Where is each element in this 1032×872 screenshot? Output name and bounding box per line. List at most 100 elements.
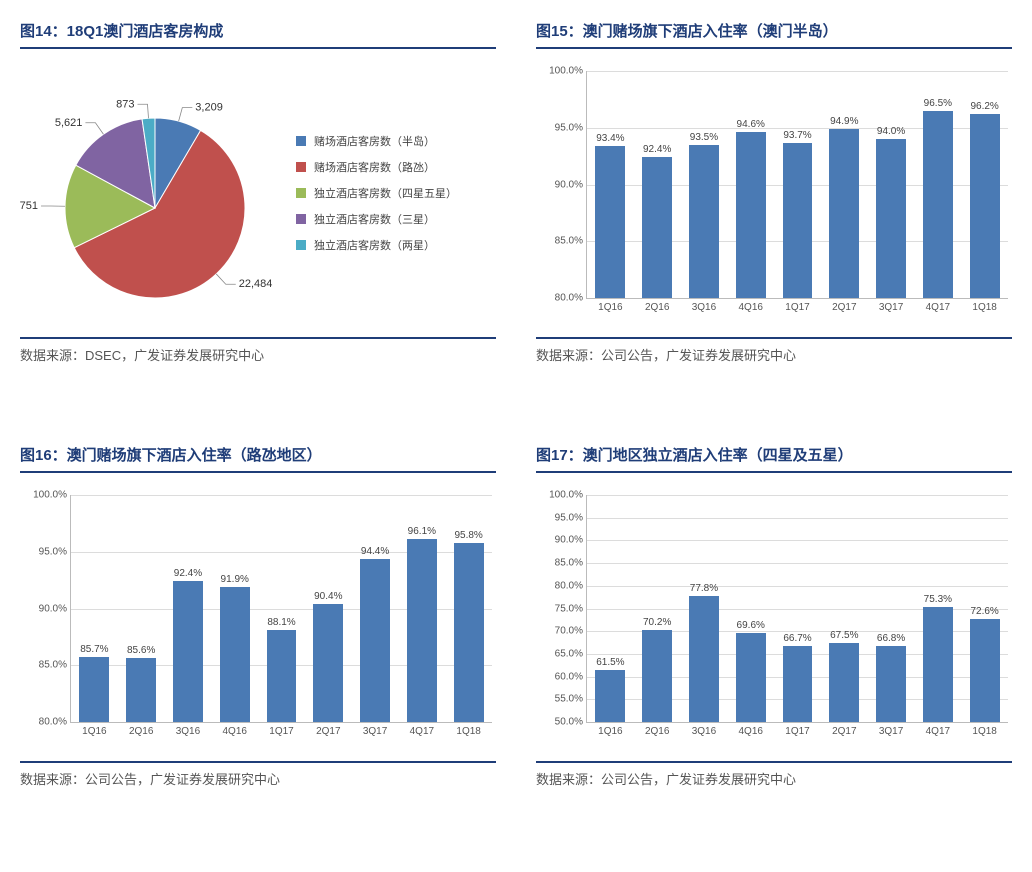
bar [829,643,859,722]
bar-value-label: 72.6% [970,606,998,617]
x-axis-label: 2Q17 [316,726,340,737]
y-axis-label: 100.0% [537,66,583,77]
y-axis-label: 100.0% [21,490,67,501]
legend-label: 独立酒店客房数（三星） [314,211,435,227]
bar [267,630,297,722]
bar-value-label: 96.2% [970,101,998,112]
bar [689,145,719,298]
bar [829,129,859,298]
bar-value-label: 90.4% [314,591,342,602]
x-axis-label: 1Q18 [972,726,996,737]
y-axis-label: 85.0% [537,558,583,569]
bar-value-label: 92.4% [643,144,671,155]
bar-value-label: 94.0% [877,126,905,137]
legend-item: 独立酒店客房数（四星五星） [296,185,496,201]
x-axis-label: 1Q16 [598,302,622,313]
legend-swatch [296,188,306,198]
legend-swatch [296,240,306,250]
bar-value-label: 85.7% [80,644,108,655]
x-axis-label: 2Q16 [645,726,669,737]
bar [642,630,672,722]
legend-swatch [296,162,306,172]
y-axis-label: 60.0% [537,671,583,682]
bar-value-label: 61.5% [596,657,624,668]
bar [689,596,719,722]
bar-value-label: 96.1% [408,526,436,537]
panel-15-title: 图15：澳门赌场旗下酒店入住率（澳门半岛） [536,20,1012,49]
bar [360,559,390,722]
bar-value-label: 70.2% [643,617,671,628]
panel-15-source: 数据来源：公司公告，广发证券发展研究中心 [536,337,1012,364]
legend-item: 独立酒店客房数（两星） [296,237,496,253]
y-axis-label: 70.0% [537,626,583,637]
x-axis-label: 4Q17 [410,726,434,737]
bar-value-label: 93.5% [690,132,718,143]
x-axis-label: 3Q17 [879,726,903,737]
pie-legend: 赌场酒店客房数（半岛）赌场酒店客房数（路氹）独立酒店客房数（四星五星）独立酒店客… [280,123,496,263]
bar-value-label: 91.9% [221,574,249,585]
bar-value-label: 92.4% [174,568,202,579]
bar [923,607,953,722]
pie-slice-label: 22,484 [239,278,273,290]
bar [313,604,343,722]
bar-value-label: 69.6% [737,620,765,631]
bar [970,114,1000,298]
panel-16-title: 图16：澳门赌场旗下酒店入住率（路氹地区） [20,444,496,473]
bar [923,111,953,298]
bar-value-label: 96.5% [924,98,952,109]
bar [783,646,813,722]
panel-15-chart: 80.0% 85.0% 90.0% 95.0% 100.0% 93.4% 1Q16 92.4%… [536,63,1012,323]
x-axis-label: 2Q17 [832,302,856,313]
x-axis-label: 4Q16 [739,302,763,313]
bar [407,539,437,722]
y-axis-label: 95.0% [537,122,583,133]
x-axis-label: 4Q17 [926,302,950,313]
y-axis-label: 80.0% [537,293,583,304]
legend-label: 独立酒店客房数（四星五星） [314,185,457,201]
y-axis-label: 95.0% [21,546,67,557]
bar-value-label: 93.4% [596,133,624,144]
bar-value-label: 95.8% [454,530,482,541]
pie-slice-label: 5,621 [55,117,83,129]
x-axis-label: 1Q18 [972,302,996,313]
bar-value-label: 94.6% [737,119,765,130]
panel-14: 图14：18Q1澳门酒店客房构成 3,20922,4845,7515,62187… [20,20,496,364]
pie-slice-label: 5,751 [20,200,38,212]
legend-label: 赌场酒店客房数（路氹） [314,159,435,175]
y-axis-label: 90.0% [537,179,583,190]
y-axis-label: 85.0% [537,236,583,247]
bar [173,581,203,722]
bar-value-label: 77.8% [690,583,718,594]
y-axis-label: 75.0% [537,603,583,614]
x-axis-label: 1Q18 [456,726,480,737]
y-axis-label: 90.0% [537,535,583,546]
panel-17-title: 图17：澳门地区独立酒店入住率（四星及五星） [536,444,1012,473]
x-axis-label: 2Q16 [645,302,669,313]
y-axis-label: 95.0% [537,512,583,523]
bar-value-label: 67.5% [830,630,858,641]
panel-17-chart: 50.0%55.0%60.0%65.0%70.0%75.0%80.0%85.0%… [536,487,1012,747]
bar [970,619,1000,722]
panel-14-source: 数据来源：DSEC，广发证券发展研究中心 [20,337,496,364]
x-axis-label: 4Q17 [926,726,950,737]
panel-17: 图17：澳门地区独立酒店入住率（四星及五星） 50.0%55.0%60.0%65… [536,444,1012,788]
panel-16-source: 数据来源：公司公告，广发证券发展研究中心 [20,761,496,788]
bar [642,157,672,298]
bar [595,146,625,298]
bar-value-label: 88.1% [267,617,295,628]
bar-value-label: 75.3% [924,594,952,605]
bar-value-label: 66.8% [877,633,905,644]
legend-swatch [296,214,306,224]
bar [220,587,250,722]
y-axis-label: 90.0% [21,603,67,614]
x-axis-label: 3Q16 [692,726,716,737]
legend-swatch [296,136,306,146]
bar-value-label: 93.7% [783,130,811,141]
panel-17-source: 数据来源：公司公告，广发证券发展研究中心 [536,761,1012,788]
bar [595,670,625,722]
bar [783,143,813,298]
bar [876,646,906,722]
panel-14-chart: 3,20922,4845,7515,621873 赌场酒店客房数（半岛）赌场酒店… [20,63,496,323]
chart-grid: 图14：18Q1澳门酒店客房构成 3,20922,4845,7515,62187… [20,20,1012,788]
bar-value-label: 66.7% [783,633,811,644]
